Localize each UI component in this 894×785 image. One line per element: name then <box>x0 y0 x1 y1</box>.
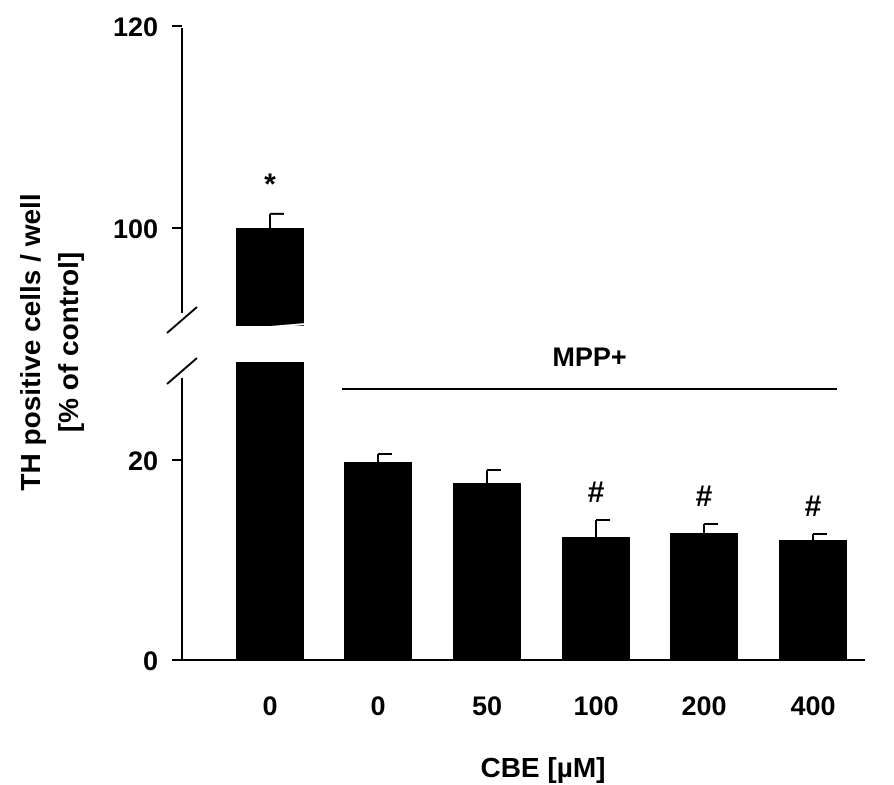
bar-1 <box>344 462 412 660</box>
bar-break-gap <box>234 326 306 362</box>
bar-break-edge-top <box>233 323 307 331</box>
y-tick-label-100: 100 <box>113 214 158 244</box>
bar-3 <box>562 537 630 660</box>
y-axis-title-line-1: TH positive cells / well <box>15 193 46 490</box>
bar-4 <box>670 533 738 660</box>
significance-mark-4: # <box>696 480 713 513</box>
axis-break-mark-lower <box>166 357 198 385</box>
x-axis-title: CBE [µM] <box>480 752 605 783</box>
y-axis-title-line-2: [% of control] <box>53 252 84 432</box>
axis-break-mark-upper <box>166 306 198 334</box>
bar-5 <box>779 540 847 660</box>
significance-mark-3: # <box>588 476 605 509</box>
x-tick-label-5: 400 <box>790 691 835 721</box>
y-tick-label-20: 20 <box>128 446 158 476</box>
x-tick-label-4: 200 <box>681 691 726 721</box>
plot-area: 0 20 100 120 * 0 0 50 #100 #200 #400 MPP+ <box>113 12 865 721</box>
significance-mark-0: * <box>264 168 276 201</box>
y-tick-label-0: 0 <box>143 646 158 676</box>
significance-mark-5: # <box>805 490 822 523</box>
x-tick-label-1: 0 <box>370 691 385 721</box>
x-tick-label-2: 50 <box>472 691 502 721</box>
x-tick-label-0: 0 <box>262 691 277 721</box>
bar-0 <box>236 228 304 660</box>
y-tick-label-120: 120 <box>113 12 158 42</box>
group-label: MPP+ <box>552 342 626 372</box>
x-tick-label-3: 100 <box>573 691 618 721</box>
bar-2 <box>453 483 521 660</box>
